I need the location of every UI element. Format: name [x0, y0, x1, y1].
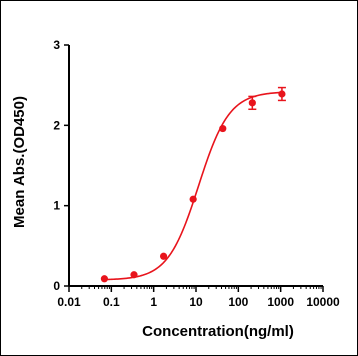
x-tick-label: 0.01 — [57, 295, 81, 309]
data-point — [130, 271, 138, 279]
y-tick-label: 3 — [53, 38, 60, 52]
x-tick-label: 10 — [189, 295, 203, 309]
data-point — [189, 195, 197, 203]
fit-curve-layer — [104, 91, 282, 281]
data-points-layer — [100, 86, 286, 283]
y-tick-label: 0 — [53, 279, 60, 293]
x-tick-label: 0.1 — [103, 295, 120, 309]
data-point — [219, 124, 227, 133]
y-tick-label: 2 — [53, 118, 60, 132]
x-axis-title: Concentration(ng/ml) — [142, 323, 294, 340]
x-tick-label: 1000 — [267, 295, 294, 309]
y-axis-title: Mean Abs.(OD450) — [11, 96, 28, 228]
axes: 0.01 0.1 1 10 100 1000 10000 0 1 2 3 — [53, 38, 340, 309]
data-point — [159, 252, 168, 260]
x-tick-label: 10000 — [306, 295, 340, 309]
fit-curve — [104, 91, 282, 281]
x-tick-label: 1 — [150, 295, 157, 309]
y-tick-label: 1 — [53, 199, 60, 213]
x-tick-label: 100 — [228, 295, 248, 309]
data-point — [278, 90, 286, 98]
data-point — [248, 99, 256, 107]
data-point — [100, 275, 109, 283]
